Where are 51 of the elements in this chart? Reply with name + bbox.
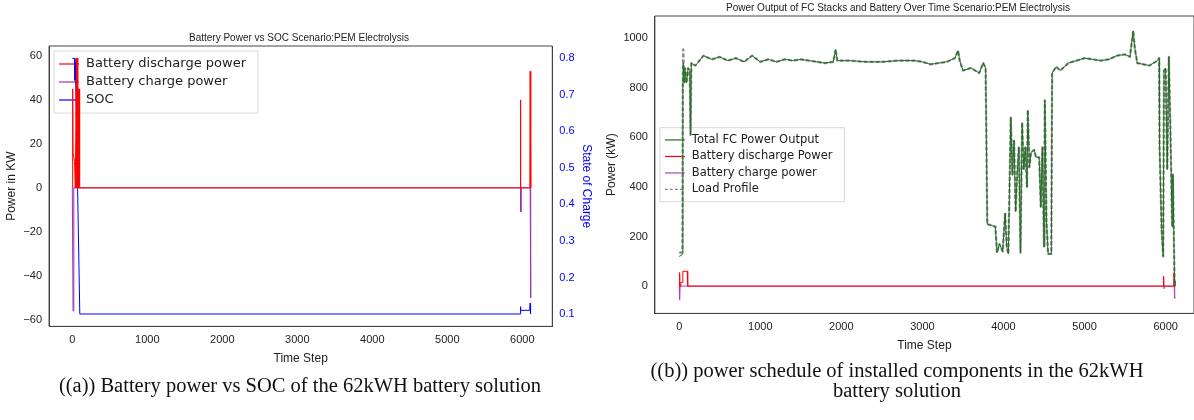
y-tick-label: −60 [23,312,43,325]
y-tick-label: 60 [29,48,43,61]
y-tick-label: 600 [629,130,648,143]
y-axis-title: Power (kW) [603,133,618,197]
x-tick-label: 3000 [285,333,310,346]
y-tick-label: 0 [641,279,648,292]
x-tick-label: 4000 [360,333,385,346]
y2-tick-label: 0.7 [559,87,575,100]
x-tick-label: 5000 [1072,320,1097,333]
legend-label: Load Profile [691,181,759,196]
y2-tick-label: 0.1 [559,307,575,320]
y-tick-label: −40 [23,268,43,281]
y2-tick-label: 0.3 [559,234,575,246]
y2-tick-label: 0.6 [559,124,575,137]
y-tick-label: 0 [35,180,43,193]
y2-tick-label: 0.4 [559,197,575,210]
y-tick-label: 400 [629,180,648,193]
y-tick-label: 800 [629,80,648,93]
x-tick-label: 2000 [210,333,235,346]
y-tick-label: 200 [629,229,648,242]
legend-label: Battery charge power [691,164,818,179]
legend-label: Battery discharge Power [691,148,833,163]
x-axis-title: Time Step [273,351,329,366]
x-tick-label: 0 [676,320,683,333]
legend-label: Battery discharge power [86,55,247,71]
x-tick-label: 6000 [510,333,535,346]
x-tick-label: 4000 [991,320,1016,333]
y-tick-label: 40 [29,92,43,105]
chart-title: Battery Power vs SOC Scenario:PEM Electrolysis [188,31,410,43]
text: ((b)) power schedule of installed components in the 62kWH battery solution [649,359,1145,401]
x-tick-label: 1000 [135,333,160,346]
y2-tick-label: 0.2 [559,270,575,283]
y-tick-label: 20 [29,136,43,149]
y2-tick-label: 0.8 [559,51,575,64]
y-axis-title: Power in KW [3,150,18,221]
y2-axis-title: State of Charge [580,144,595,229]
x-tick-label: 1000 [748,320,773,333]
y2-tick-label: 0.5 [559,160,575,173]
x-tick-label: 3000 [910,320,935,333]
legend-label: SOC [86,91,114,107]
chart-title: Power Output of FC Stacks and Battery Over Time Scenario:PEM Electrolysis [725,1,1071,13]
legend-label: Total FC Power Output [690,131,820,146]
y-tick-label: 1000 [623,31,648,44]
x-tick-label: 5000 [435,333,460,346]
legend-label: Battery charge power [86,73,228,89]
text: ((a)) Battery power vs SOC of the 62kWH battery solution [57,374,543,396]
x-tick-label: 0 [69,333,76,346]
x-tick-label: 6000 [1153,320,1178,333]
x-axis-title: Time Step [897,338,952,353]
x-tick-label: 2000 [829,320,854,333]
y-tick-label: −20 [23,224,43,237]
